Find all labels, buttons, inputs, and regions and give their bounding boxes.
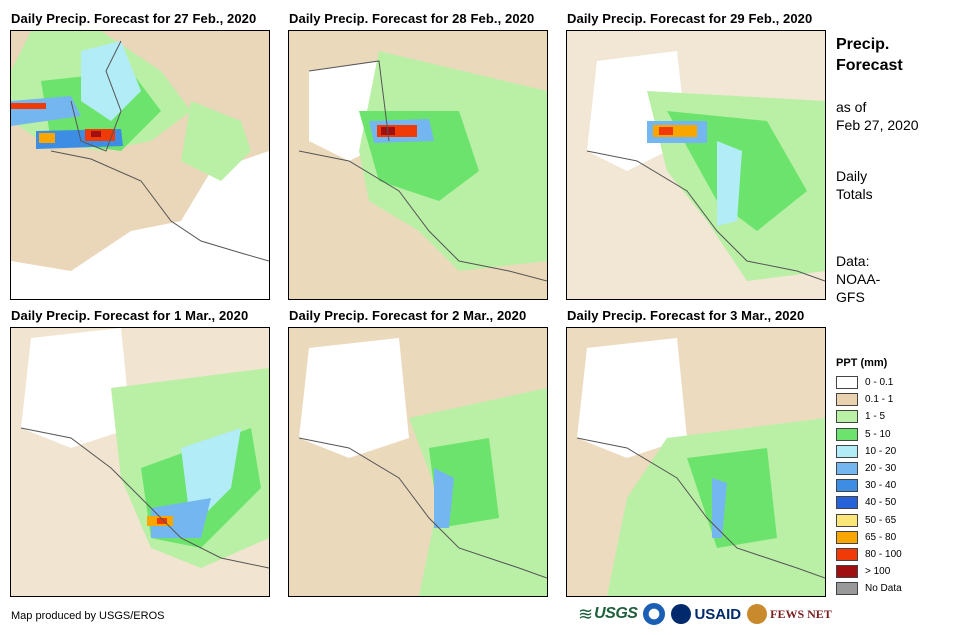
legend-label: No Data: [865, 583, 902, 595]
data-source: Data: NOAA- GFS: [836, 253, 881, 305]
daily-totals-label: Daily Totals: [836, 168, 873, 202]
legend-label: 0 - 0.1: [865, 377, 894, 389]
usaid-seal-icon: [671, 604, 692, 624]
usgs-logo: ≋ USGS: [578, 603, 638, 624]
legend-swatch: [836, 479, 858, 493]
legend-item: 10 - 20: [836, 443, 902, 460]
legend-item: 65 - 80: [836, 529, 902, 546]
sidebar-title: Precip. Forecast: [836, 36, 903, 74]
legend: 0 - 0.1 0.1 - 1 1 - 5 5 - 10 10 - 20 20 - 30 3…: [836, 374, 902, 597]
legend-label: 65 - 80: [865, 531, 897, 543]
panel-title-3: Daily Precip. Forecast for 29 Feb., 2020: [567, 11, 813, 26]
legend-label: 80 - 100: [865, 548, 902, 560]
panel-title-4: Daily Precip. Forecast for 1 Mar., 2020: [11, 308, 249, 323]
legend-title: PPT (mm): [836, 357, 888, 369]
map-panel-3: [566, 30, 826, 300]
legend-swatch: [836, 462, 858, 476]
legend-swatch: [836, 410, 858, 424]
legend-label: 50 - 65: [865, 514, 897, 526]
map-panel-4: [10, 327, 270, 597]
noaa-icon: [643, 603, 666, 625]
logo-strip: ≋ USGS USAID FEWS NET: [578, 601, 838, 627]
credit-text: Map produced by USGS/EROS: [11, 610, 165, 622]
legend-item: 30 - 40: [836, 477, 902, 494]
legend-item: 80 - 100: [836, 546, 902, 563]
legend-swatch: [836, 513, 858, 527]
legend-swatch: [836, 496, 858, 510]
legend-label: 40 - 50: [865, 497, 897, 509]
legend-swatch: [836, 444, 858, 458]
legend-swatch: [836, 376, 858, 390]
panel-title-5: Daily Precip. Forecast for 2 Mar., 2020: [289, 308, 527, 323]
legend-item: 0.1 - 1: [836, 391, 902, 408]
legend-label: 1 - 5: [865, 411, 886, 423]
legend-label: 5 - 10: [865, 428, 891, 440]
panel-title-1: Daily Precip. Forecast for 27 Feb., 2020: [11, 11, 257, 26]
legend-swatch: [836, 547, 858, 561]
map-panel-1: [10, 30, 270, 300]
as-of-date: as of Feb 27, 2020: [836, 99, 919, 133]
legend-label: 20 - 30: [865, 463, 897, 475]
panel-title-2: Daily Precip. Forecast for 28 Feb., 2020: [289, 11, 535, 26]
legend-swatch: [836, 565, 858, 579]
usgs-wave-icon: ≋: [578, 603, 594, 624]
fews-net-logo: FEWS NET: [747, 604, 832, 624]
panel-title-6: Daily Precip. Forecast for 3 Mar., 2020: [567, 308, 805, 323]
noaa-logo: [643, 603, 666, 625]
legend-label: 30 - 40: [865, 480, 897, 492]
map-panel-6: [566, 327, 826, 597]
legend-label: > 100: [865, 566, 891, 578]
legend-item: 50 - 65: [836, 512, 902, 529]
legend-item: 1 - 5: [836, 408, 902, 425]
legend-item: 40 - 50: [836, 494, 902, 511]
legend-swatch: [836, 427, 858, 441]
legend-item: > 100: [836, 563, 902, 580]
map-panel-2: [288, 30, 548, 300]
legend-label: 10 - 20: [865, 445, 897, 457]
legend-item: 20 - 30: [836, 460, 902, 477]
legend-swatch: [836, 530, 858, 544]
legend-item: 5 - 10: [836, 426, 902, 443]
legend-item: 0 - 0.1: [836, 374, 902, 391]
usaid-logo: USAID: [671, 604, 741, 624]
fews-net-icon: [747, 604, 768, 624]
legend-label: 0.1 - 1: [865, 394, 894, 406]
map-panel-5: [288, 327, 548, 597]
legend-item: No Data: [836, 580, 902, 597]
legend-swatch: [836, 582, 858, 596]
legend-swatch: [836, 393, 858, 407]
